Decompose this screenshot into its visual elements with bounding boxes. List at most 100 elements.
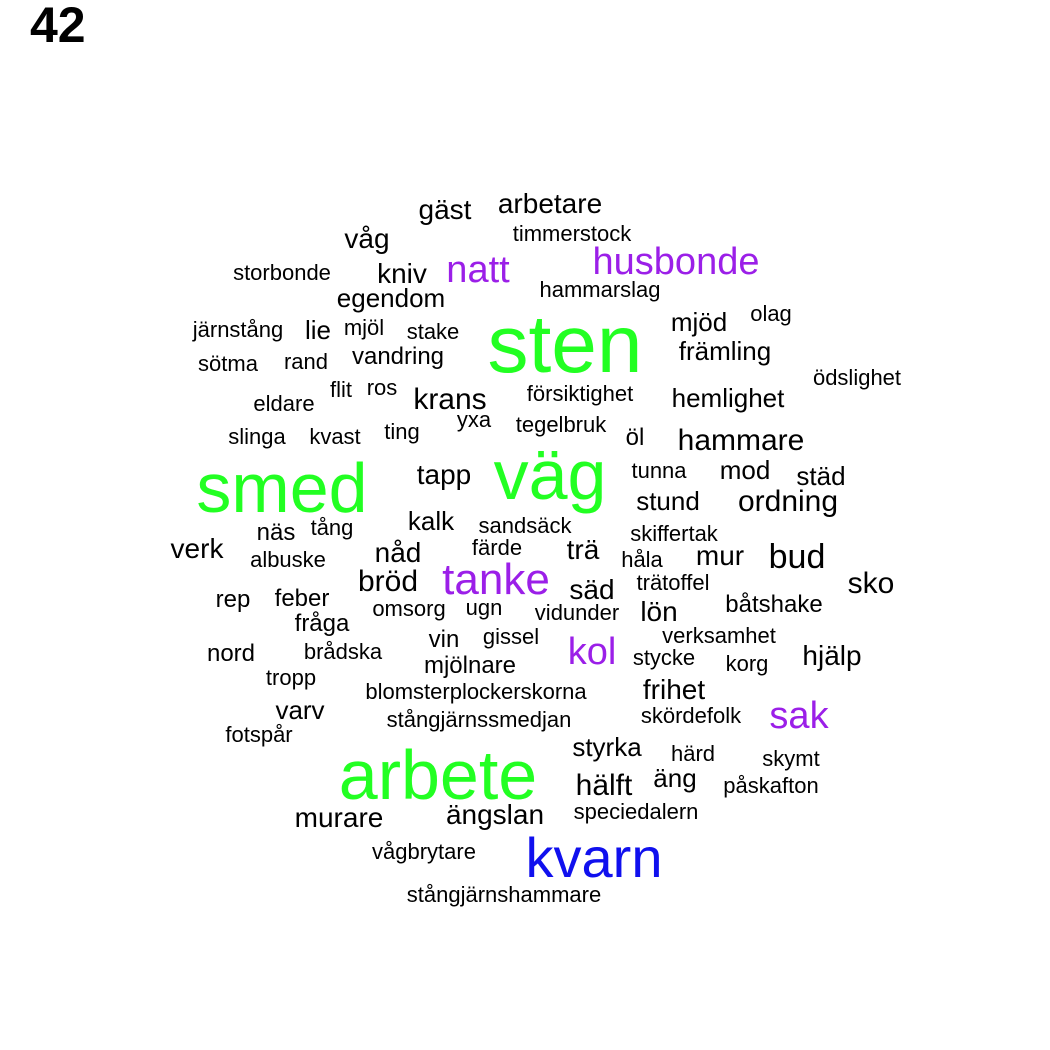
cloud-word: lie: [304, 315, 332, 345]
cloud-word: natt: [446, 249, 510, 291]
cloud-word: mjöd: [670, 307, 728, 337]
cloud-word: båtshake: [725, 591, 823, 618]
cloud-word: sten: [487, 299, 643, 390]
cloud-word: gäst: [418, 194, 472, 225]
cloud-word: städ: [796, 461, 846, 491]
cloud-word: frihet: [642, 674, 706, 705]
cloud-word: hjälp: [802, 640, 862, 671]
cloud-word: verksamhet: [662, 623, 776, 648]
page-title: 42: [30, 0, 86, 53]
cloud-word: kvast: [309, 424, 361, 449]
cloud-word: stake: [406, 319, 460, 344]
cloud-word: fotspår: [225, 722, 293, 747]
cloud-word: bröd: [357, 565, 419, 598]
cloud-word: eldare: [253, 391, 315, 416]
cloud-word: kol: [567, 631, 617, 673]
cloud-word: trätoffel: [636, 570, 710, 595]
cloud-word: stycke: [632, 645, 696, 670]
cloud-word: påskafton: [723, 773, 819, 798]
cloud-word: tunna: [631, 458, 687, 483]
cloud-word: sötma: [198, 351, 258, 376]
cloud-word: omsorg: [372, 596, 446, 621]
cloud-word: mur: [695, 540, 745, 571]
cloud-word: ängslan: [445, 799, 545, 830]
cloud-word: brådska: [303, 639, 383, 664]
cloud-word: timmerstock: [512, 221, 632, 246]
cloud-word: yxa: [456, 407, 492, 432]
cloud-word: nåd: [374, 537, 422, 568]
cloud-word: stund: [636, 486, 700, 516]
cloud-word: sak: [769, 695, 829, 737]
cloud-word: mjölnare: [423, 652, 517, 679]
cloud-word: varv: [275, 695, 325, 725]
cloud-word: stångjärnshammare: [406, 882, 602, 907]
cloud-word: ting: [384, 419, 420, 444]
cloud-word: öl: [625, 424, 645, 451]
cloud-word: albuske: [250, 547, 326, 572]
cloud-word: flit: [330, 377, 352, 402]
cloud-word: hälft: [575, 769, 633, 802]
cloud-word: tegelbruk: [515, 412, 607, 437]
cloud-word: krans: [413, 383, 487, 416]
cloud-word: ödslighet: [812, 365, 902, 390]
cloud-word: säd: [569, 574, 615, 605]
cloud-word: hammare: [677, 424, 805, 457]
cloud-word: vandring: [351, 343, 445, 370]
cloud-word: lön: [640, 596, 678, 627]
cloud-word: hammarslag: [539, 277, 661, 302]
cloud-word: tropp: [265, 665, 317, 690]
cloud-word: sandsäck: [478, 513, 572, 538]
cloud-word: sko: [847, 567, 895, 600]
cloud-word: hemlighet: [671, 383, 785, 413]
cloud-word: ugn: [465, 595, 503, 620]
cloud-word: väg: [493, 436, 607, 514]
cloud-word: verk: [170, 533, 224, 564]
cloud-word: håla: [621, 547, 663, 572]
cloud-word: speciedalern: [573, 799, 699, 824]
cloud-word: arbetare: [497, 188, 603, 219]
cloud-word: äng: [653, 763, 697, 793]
cloud-word: vin: [428, 626, 460, 653]
cloud-word: mjöl: [343, 315, 385, 340]
cloud-word: försiktighet: [526, 381, 634, 406]
cloud-word: slinga: [228, 424, 286, 449]
cloud-word: stångjärnssmedjan: [386, 707, 572, 732]
cloud-word: nord: [206, 640, 256, 667]
cloud-word: främling: [678, 336, 772, 366]
cloud-word: gissel: [482, 624, 540, 649]
cloud-word: korg: [725, 651, 769, 676]
cloud-word: arbete: [338, 736, 538, 814]
cloud-word: olag: [750, 301, 792, 326]
cloud-word: tång: [310, 515, 354, 540]
cloud-word: tanke: [442, 555, 550, 604]
cloud-word: bud: [768, 538, 826, 576]
cloud-word: härd: [670, 741, 716, 766]
cloud-word: järnstång: [192, 317, 284, 342]
cloud-word: blomsterplockerskorna: [365, 679, 587, 704]
cloud-word: vidunder: [534, 600, 620, 625]
cloud-word: skördefolk: [640, 703, 742, 728]
cloud-word: skiffertak: [630, 521, 718, 546]
cloud-word: kniv: [377, 258, 427, 289]
cloud-word: feber: [274, 585, 330, 612]
cloud-word: murare: [294, 802, 384, 833]
cloud-word: näs: [256, 519, 296, 546]
cloud-word: ros: [366, 375, 398, 400]
cloud-word: mod: [719, 455, 771, 485]
cloud-word: husbonde: [592, 241, 760, 283]
cloud-word: trä: [566, 534, 600, 565]
cloud-word: kalk: [407, 506, 455, 536]
cloud-word: kvarn: [525, 826, 663, 889]
cloud-word: våg: [344, 223, 390, 254]
cloud-word: rand: [283, 349, 329, 374]
cloud-word: ordning: [737, 485, 839, 518]
cloud-word: smed: [196, 449, 368, 527]
cloud-word: vågbrytare: [372, 839, 476, 864]
cloud-word: storbonde: [233, 260, 331, 285]
cloud-word: styrka: [572, 732, 642, 762]
cloud-word: fråga: [294, 610, 350, 637]
cloud-word: färde: [471, 535, 523, 560]
cloud-word: tapp: [416, 459, 472, 490]
cloud-word: egendom: [336, 283, 446, 313]
